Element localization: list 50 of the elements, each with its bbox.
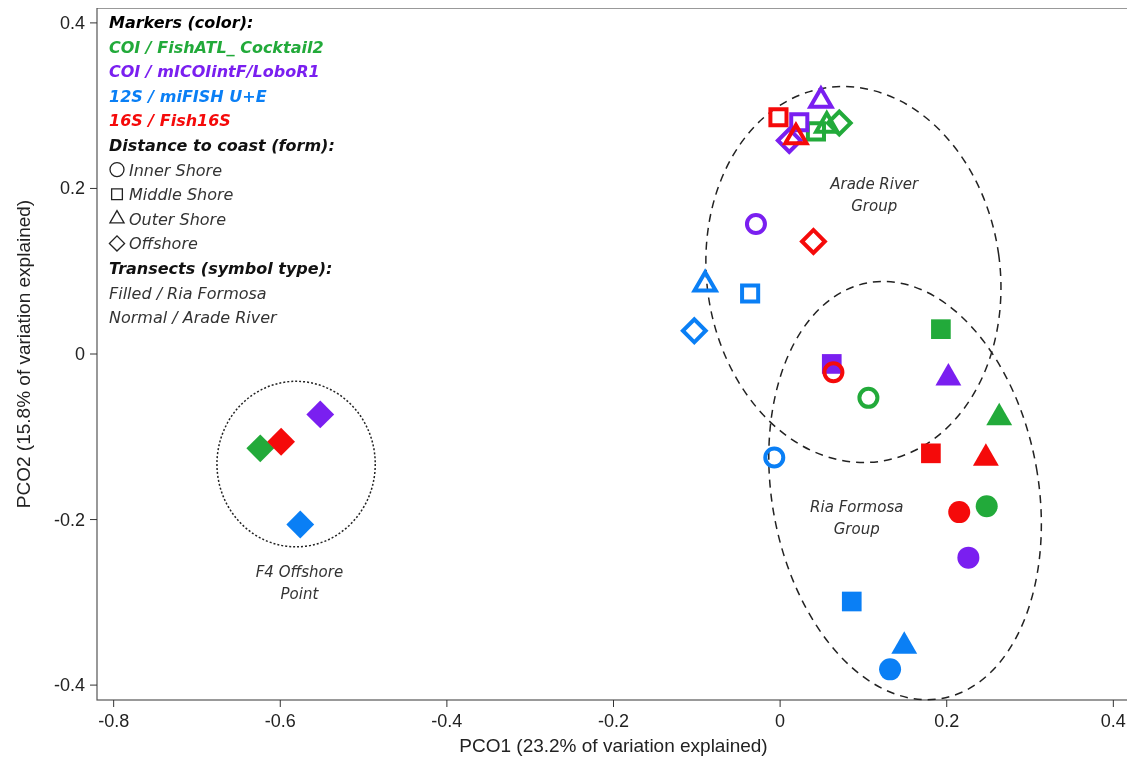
group-label: Arade River Group	[830, 174, 919, 215]
y-tick-label: 0.2	[59, 178, 85, 199]
point	[246, 434, 275, 463]
annotation: Transects (symbol type):	[109, 259, 333, 278]
annotation: Outer Shore	[129, 209, 227, 229]
x-tick-label: 0.2	[934, 711, 960, 731]
y-axis-title: PCO2 (15.8% of variation explained)	[13, 199, 34, 509]
annotation: Inner Shore	[129, 160, 223, 180]
point	[286, 510, 315, 539]
y-tick-label: -0.4	[53, 675, 85, 696]
y-tick-label: -0.2	[53, 509, 85, 530]
x-tick-label: -0.2	[597, 711, 630, 731]
group-label: Ria Formosa Group	[810, 498, 904, 539]
x-axis-title: PCO1 (23.2% of variation explained)	[459, 735, 768, 756]
annotation: Distance to coast (form):	[109, 136, 335, 155]
text: 16S / Fish16S	[109, 111, 231, 131]
point	[931, 319, 951, 340]
text: COI / mICOIintF/LoboR1	[109, 62, 320, 82]
annotation: Filled / Ria Formosa	[109, 283, 267, 303]
x-tick-label: 0	[775, 711, 786, 731]
point	[267, 427, 296, 456]
x-tick-label: -0.4	[431, 711, 463, 731]
x-tick-label: 0.4	[1100, 711, 1126, 731]
point	[744, 213, 767, 236]
y-tick-label: 0	[74, 344, 85, 364]
text: COI / FishATL_ Cocktail2	[109, 37, 324, 57]
point	[957, 546, 980, 569]
point	[306, 400, 335, 429]
point	[763, 446, 786, 469]
y-tick-label: 0.4	[59, 12, 85, 33]
x-tick-label: -0.6	[264, 711, 296, 731]
annotation: Middle Shore	[129, 185, 234, 205]
group-label: F4 Offshore Point	[255, 562, 344, 603]
point	[921, 443, 941, 464]
point	[768, 107, 789, 128]
x-tick-label: -0.8	[98, 711, 130, 731]
point	[948, 501, 971, 524]
point	[680, 317, 708, 345]
point	[879, 658, 902, 681]
legend-title: Markers (color):	[109, 13, 254, 32]
point	[800, 228, 827, 255]
point	[825, 109, 853, 137]
annotation: Normal / Arade River	[109, 308, 279, 328]
point	[975, 495, 998, 518]
point	[822, 361, 845, 384]
annotation: Offshore	[129, 234, 198, 254]
text: 12S / miFISH U+E	[109, 86, 267, 106]
point	[740, 283, 761, 304]
point	[841, 591, 862, 612]
point	[857, 386, 880, 409]
